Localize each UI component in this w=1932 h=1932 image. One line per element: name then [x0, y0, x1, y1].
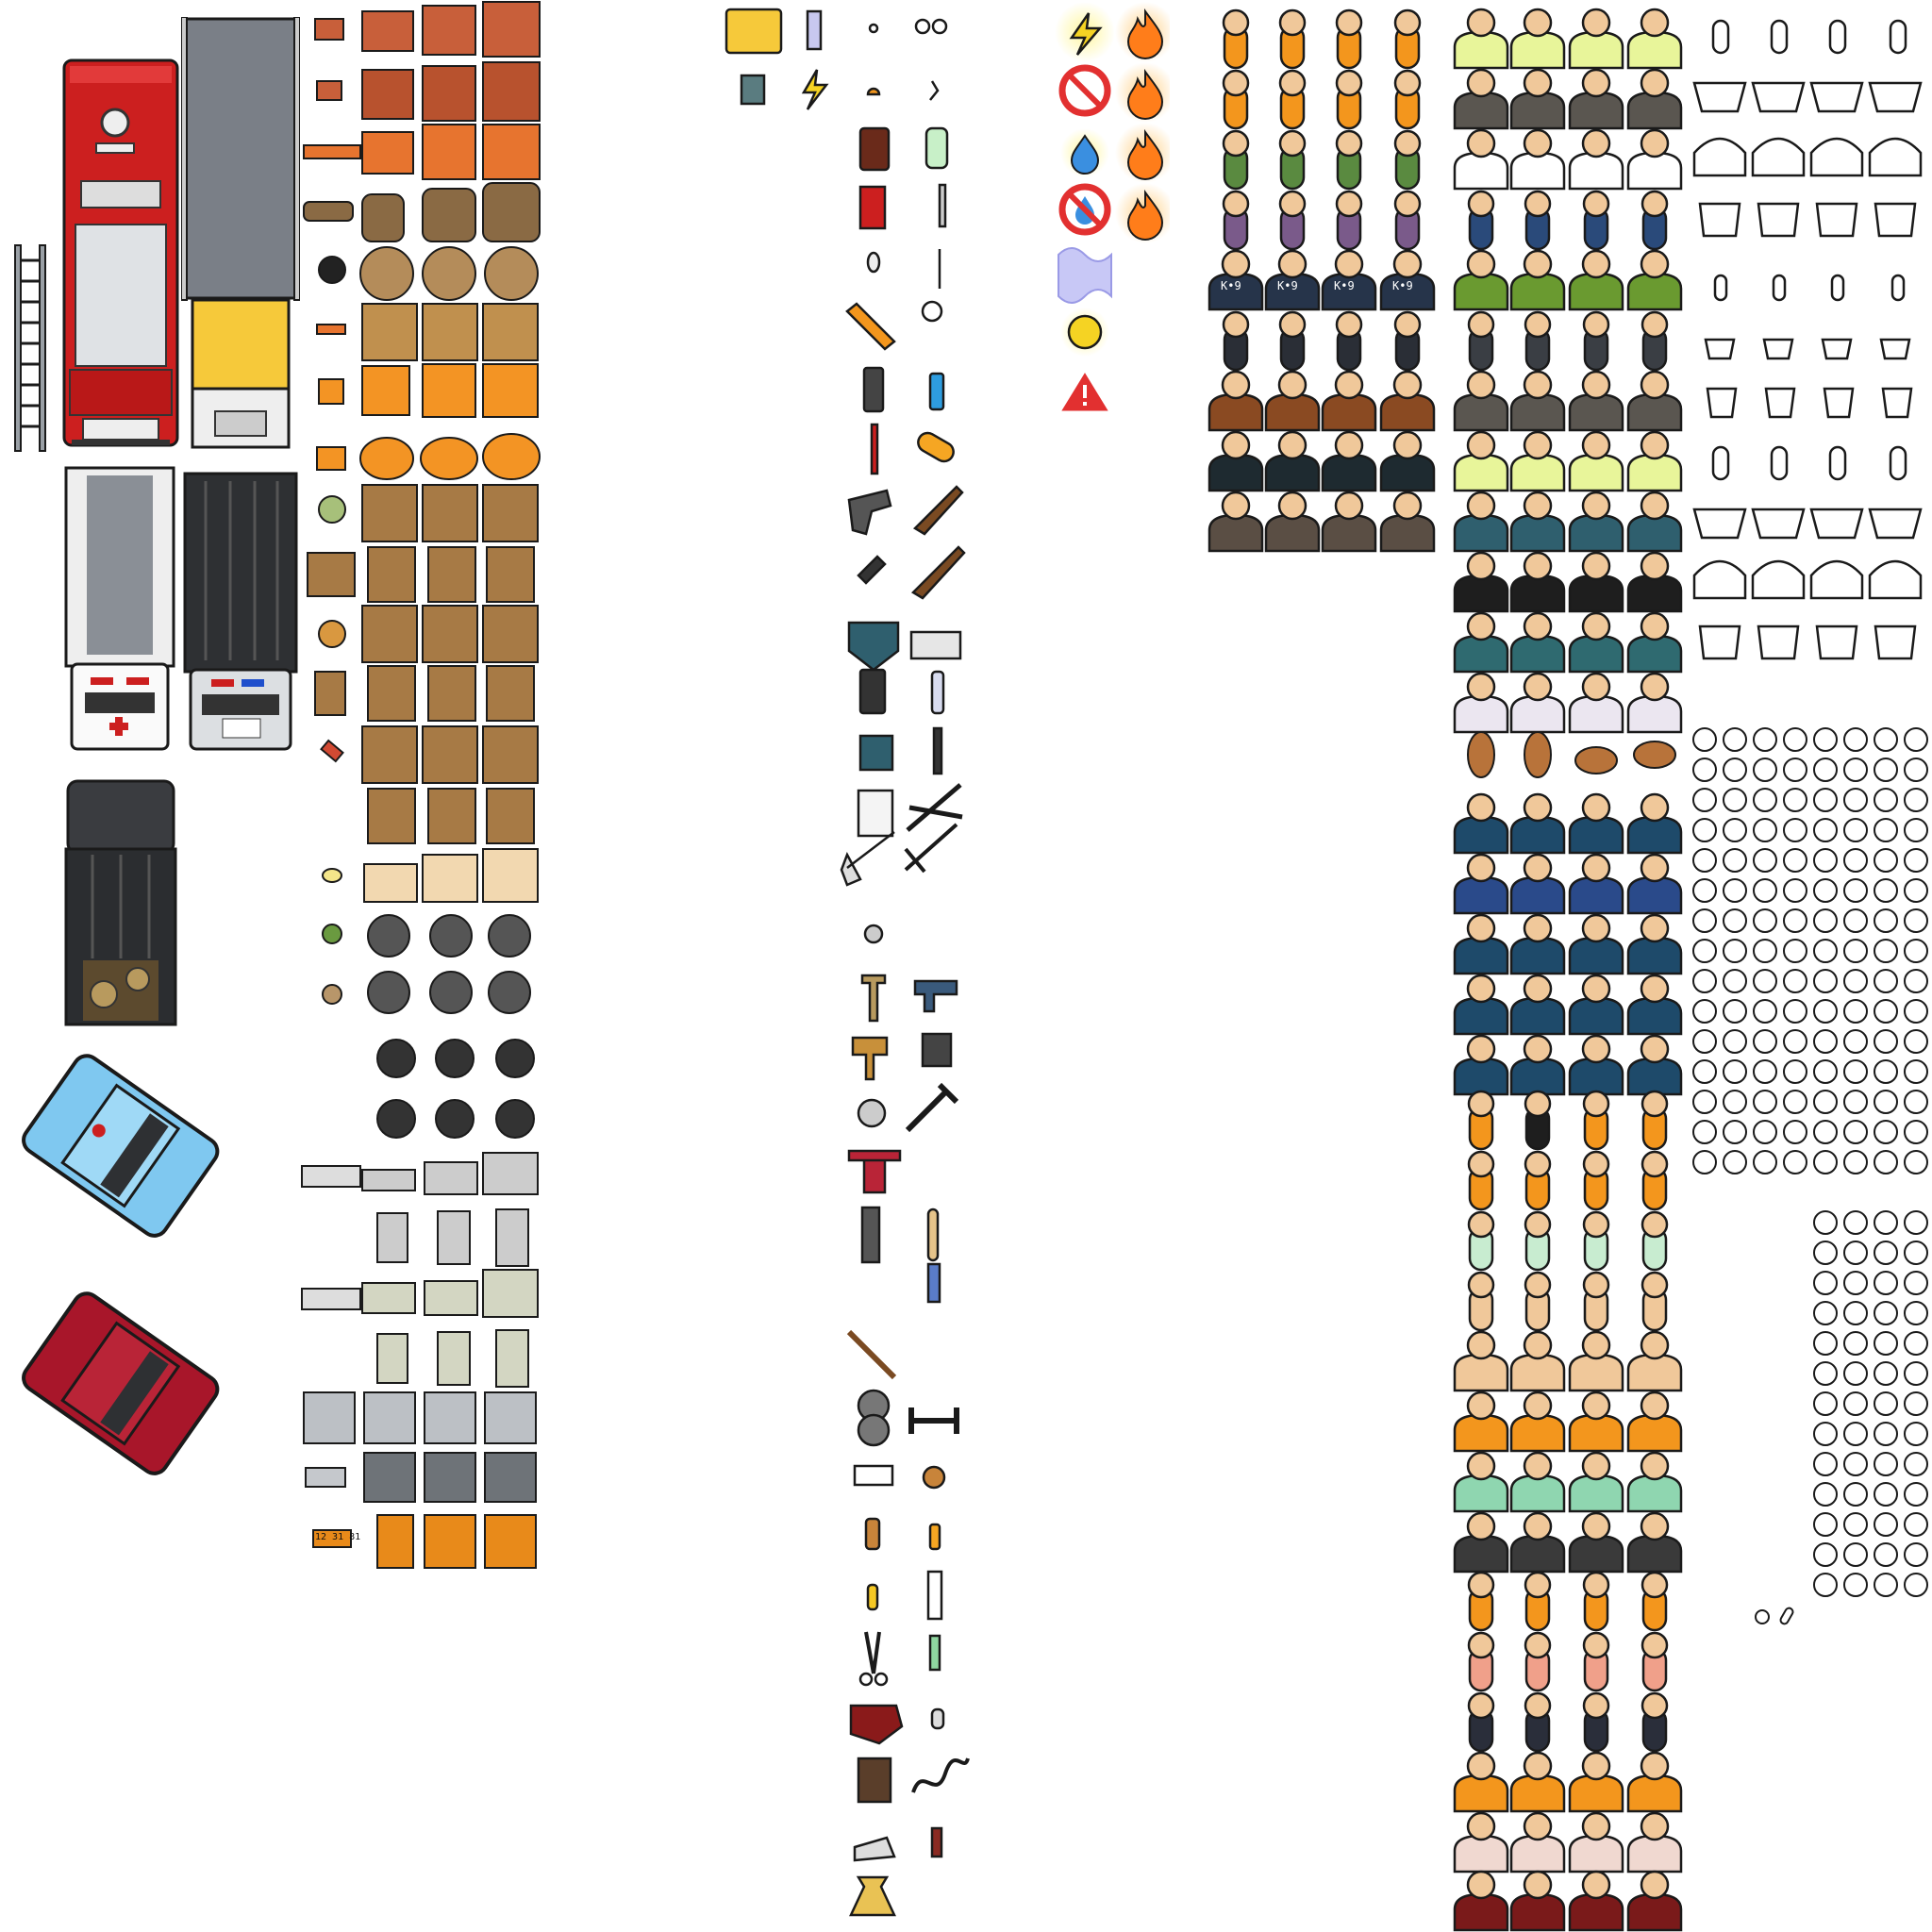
spoon-icon	[866, 251, 881, 274]
bottle-icon	[858, 126, 891, 172]
jackhammer-icon	[847, 1149, 902, 1194]
water-icon	[1070, 134, 1100, 175]
knife-icon	[938, 183, 947, 228]
phone-icon	[862, 366, 885, 413]
k9-badge-4: K•9	[1392, 279, 1413, 292]
vest-icon	[847, 621, 900, 672]
drill-icon	[913, 979, 958, 1013]
pill-icon	[917, 431, 955, 463]
k9-badge-1: K•9	[1221, 279, 1241, 292]
shears-icon	[906, 783, 963, 832]
red-sedan-icon	[22, 1291, 220, 1475]
ladder-icon	[14, 244, 46, 452]
bricks-icon	[316, 80, 342, 101]
materials-sprite-sheet	[301, 1, 541, 1569]
saw-icon	[845, 302, 896, 351]
keys-icon	[921, 300, 943, 323]
vehicles-column	[0, 0, 302, 1528]
police-van-icon	[183, 472, 298, 751]
fire-truck-icon	[62, 58, 179, 447]
wave-icon	[1058, 247, 1112, 304]
lighter-icon	[928, 372, 945, 411]
shotgun-icon	[912, 485, 964, 536]
status-icons-sheet	[1055, 2, 1170, 411]
money-bag-icon	[849, 1875, 896, 1917]
metal-sheet-icon	[305, 1467, 346, 1488]
radio-icon	[858, 668, 887, 715]
status-fire-icon	[1126, 8, 1164, 59]
cabbage-box-icon	[318, 495, 346, 524]
head-sprite-icon	[1692, 727, 1928, 1625]
ticket-digits-label: 12 31 81	[315, 1532, 361, 1542]
items-column	[717, 0, 981, 1932]
dog-sprite-icon	[1467, 731, 1676, 778]
k9-badge-2: K•9	[1277, 279, 1298, 292]
hammer-icon	[860, 974, 887, 1023]
baton-icon	[932, 726, 943, 775]
armored-van-icon	[64, 779, 177, 1026]
orange-box-icon	[318, 378, 344, 405]
ambulance-icon	[64, 466, 175, 751]
cable-spool-icon	[318, 256, 346, 284]
ticket-icon	[312, 1529, 352, 1548]
planks-icon	[303, 144, 361, 159]
screwdriver-icon	[870, 423, 879, 475]
body-outline-icon	[1692, 19, 1923, 660]
shovel-icon	[840, 831, 895, 887]
pipe-icon	[316, 324, 346, 335]
meat-box-icon	[320, 739, 344, 763]
dumbbell-icon	[908, 1407, 959, 1434]
worker-sprite-icon	[1453, 8, 1683, 70]
metal-tray-icon	[301, 1165, 361, 1188]
status-electric-icon	[1069, 12, 1103, 56]
k9-badge-3: K•9	[1334, 279, 1355, 292]
clipboard-icon	[857, 789, 894, 838]
police-car-icon	[22, 1054, 220, 1238]
rake-icon	[904, 823, 958, 874]
bread-box-icon	[318, 620, 346, 648]
character-sprites: K•9 K•9 K•9 K•9	[1208, 0, 1932, 1932]
status-icons-column	[1047, 0, 1170, 434]
frying-pan-icon	[322, 984, 342, 1005]
hat-icon	[849, 1704, 904, 1745]
cooking-pot-icon	[322, 924, 342, 944]
crate-icon	[314, 18, 344, 41]
delivery-truck-icon	[181, 17, 300, 449]
rifle-icon	[910, 545, 966, 600]
desk-icon	[724, 8, 783, 55]
lightning-icon	[801, 69, 829, 110]
prisoner-sprite-icon	[1222, 8, 1422, 130]
doctor-sprite-icon	[1453, 672, 1683, 734]
materials-column: 12 31 81	[298, 0, 545, 1575]
character-sprite-sheet	[1208, 8, 1928, 1932]
log-icon	[303, 201, 354, 222]
syringe-icon	[926, 1570, 943, 1621]
egg-tray-icon	[322, 868, 342, 883]
items-sprite-sheet	[724, 8, 970, 1917]
scissors-icon	[864, 1631, 881, 1674]
sun-icon	[1067, 314, 1103, 350]
sledgehammer-icon	[905, 1082, 959, 1133]
revolver-icon	[847, 489, 892, 536]
